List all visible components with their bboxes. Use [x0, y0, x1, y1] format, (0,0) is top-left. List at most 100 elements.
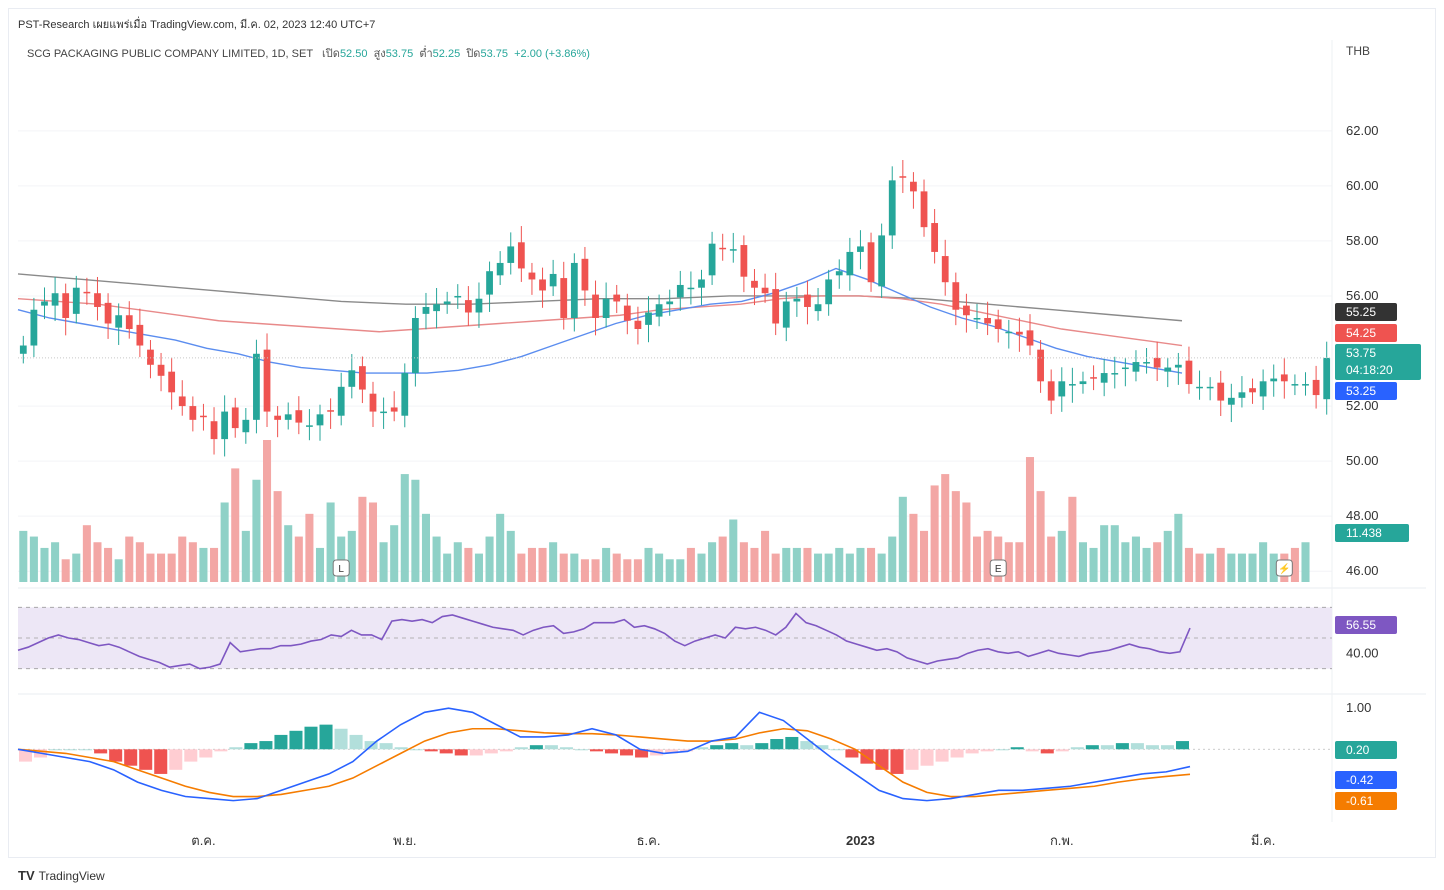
volume-bar [135, 542, 144, 582]
event-marker-label: E [995, 564, 1002, 575]
macd-histogram-bar [950, 749, 964, 758]
volume-bar [962, 502, 971, 582]
candle-body [1058, 381, 1066, 397]
macd-histogram-bar [304, 726, 318, 750]
time-tick-label: ต.ค. [191, 833, 215, 848]
candle-body [645, 312, 652, 325]
volume-bar [1216, 547, 1225, 582]
candle-body [623, 305, 631, 321]
candle-body [51, 293, 59, 306]
macd-histogram-bar [605, 749, 619, 754]
macd-histogram-bar [800, 741, 814, 750]
volume-bar [655, 553, 664, 582]
price-tick-label: 46.00 [1346, 563, 1379, 578]
volume-bar [1078, 542, 1088, 582]
macd-histogram-bar [890, 749, 904, 774]
candle-body [348, 370, 356, 387]
volume-bar [792, 547, 801, 582]
volume-bar [453, 542, 462, 582]
volume-bar [803, 547, 812, 582]
candle-body [973, 317, 981, 320]
volume-bar [506, 530, 515, 582]
macd-histogram-bar [319, 724, 333, 750]
volume-bar [909, 513, 918, 582]
volume-bar [919, 530, 929, 582]
volume-bar [167, 553, 176, 582]
rsi-line [17, 612, 1191, 670]
macd-histogram-bar [1055, 749, 1069, 752]
macd-histogram-bar [830, 749, 844, 751]
candle-body [380, 411, 387, 414]
volume-bar [898, 496, 907, 582]
time-tick-label: ก.พ. [1050, 833, 1074, 848]
volume-bar [1025, 457, 1035, 582]
volume-bar [824, 553, 833, 582]
macd-histogram-bar [394, 747, 408, 750]
volume-bar [379, 542, 388, 582]
volume-tag [1335, 524, 1409, 542]
candle-body [1227, 397, 1235, 405]
candle-body [454, 295, 462, 298]
candle-body [920, 191, 928, 228]
volume-bar [1163, 530, 1172, 582]
candle-body [147, 349, 154, 365]
candle-body [528, 272, 536, 280]
candle-body [613, 294, 621, 302]
price-tick-label: 60.00 [1346, 178, 1379, 193]
macd-histogram-bar [289, 730, 303, 750]
macd-histogram-bar [965, 749, 979, 754]
volume-bar [771, 553, 780, 582]
volume-bar [1015, 542, 1024, 582]
volume-bar [315, 547, 325, 582]
macd-histogram-bar [529, 745, 543, 750]
volume-bar [294, 536, 303, 582]
candle-body [592, 294, 599, 318]
tradingview-logo[interactable]: TV TradingView [18, 868, 105, 883]
macd-line [17, 707, 1191, 802]
volume-bar [220, 502, 229, 582]
volume-bar [1206, 553, 1215, 582]
candle-body [804, 294, 811, 307]
price-tick-label: 62.00 [1346, 123, 1379, 138]
macd-histogram-bar [905, 749, 919, 770]
volume-bar [305, 513, 314, 582]
volume-bar [262, 440, 272, 582]
volume-bar [951, 491, 960, 582]
macd-histogram-bar [755, 743, 769, 750]
candle-body [41, 301, 48, 306]
macd-histogram-bar [1130, 743, 1144, 750]
candle-body [210, 421, 218, 440]
currency-label: THB [1346, 44, 1370, 58]
macd-histogram-bar [740, 745, 754, 750]
volume-bar [835, 547, 844, 582]
macd-histogram-bar [1175, 741, 1189, 750]
volume-bar [146, 553, 155, 582]
volume-bar [1089, 547, 1098, 582]
candle-body [274, 415, 282, 420]
candle-body [1206, 386, 1214, 389]
macd-histogram-bar [409, 749, 423, 751]
rsi-tag-value: 56.55 [1346, 618, 1376, 632]
macd-histogram-bar [1115, 743, 1129, 750]
price-tag-value: 55.25 [1346, 305, 1376, 319]
candle-body [157, 364, 165, 376]
volume-bar [337, 536, 346, 582]
event-marker [332, 559, 350, 577]
macd-histogram-bar [169, 749, 183, 770]
volume-bar [729, 519, 738, 582]
volume-bar [1184, 547, 1193, 582]
volume-bar [994, 536, 1003, 582]
time-tick-label: 2023 [846, 833, 875, 848]
volume-bar [82, 525, 91, 582]
macd-histogram-bar [1145, 745, 1159, 750]
volume-bar [411, 479, 420, 582]
ma-slow-line [17, 273, 1183, 322]
volume-bar [623, 559, 632, 582]
macd-histogram-bar [815, 745, 829, 750]
candle-body [655, 304, 663, 317]
ma-mid-line [17, 295, 1183, 347]
candle-body [295, 410, 303, 423]
candle-body [1238, 392, 1246, 398]
candle-body [168, 371, 176, 393]
